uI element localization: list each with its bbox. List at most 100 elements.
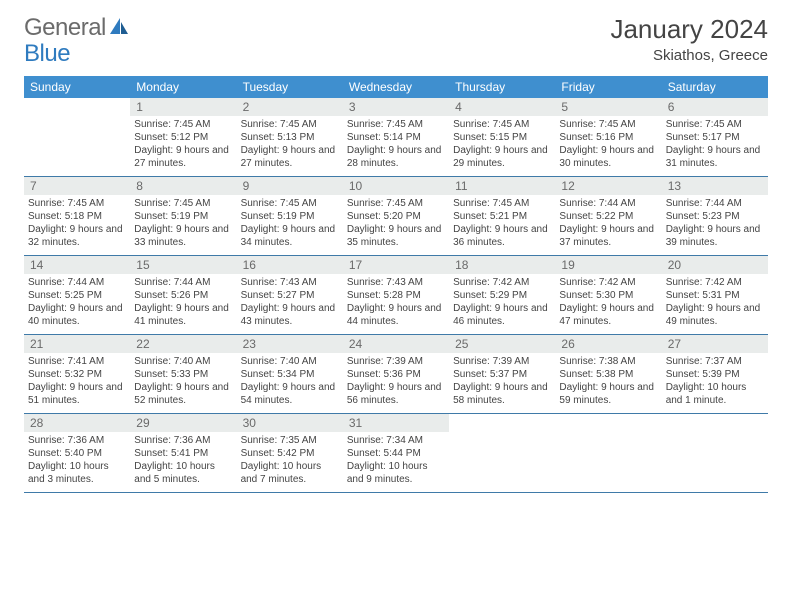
sunrise-text: Sunrise: 7:45 AM <box>241 118 339 131</box>
daylight-text: Daylight: 9 hours and 49 minutes. <box>666 302 764 328</box>
sunset-text: Sunset: 5:12 PM <box>134 131 232 144</box>
day-number: 3 <box>343 98 449 116</box>
month-title: January 2024 <box>610 14 768 45</box>
day-cell: 27Sunrise: 7:37 AMSunset: 5:39 PMDayligh… <box>662 335 768 413</box>
day-number: 30 <box>237 414 343 432</box>
day-cell <box>24 98 130 176</box>
day-cell: 14Sunrise: 7:44 AMSunset: 5:25 PMDayligh… <box>24 256 130 334</box>
day-body: Sunrise: 7:36 AMSunset: 5:41 PMDaylight:… <box>130 432 236 490</box>
day-cell: 5Sunrise: 7:45 AMSunset: 5:16 PMDaylight… <box>555 98 661 176</box>
sunrise-text: Sunrise: 7:45 AM <box>134 118 232 131</box>
day-cell: 6Sunrise: 7:45 AMSunset: 5:17 PMDaylight… <box>662 98 768 176</box>
day-number: 27 <box>662 335 768 353</box>
sunrise-text: Sunrise: 7:42 AM <box>666 276 764 289</box>
day-cell: 28Sunrise: 7:36 AMSunset: 5:40 PMDayligh… <box>24 414 130 492</box>
calendar: Sunday Monday Tuesday Wednesday Thursday… <box>24 76 768 493</box>
day-number: 20 <box>662 256 768 274</box>
daylight-text: Daylight: 10 hours and 3 minutes. <box>28 460 126 486</box>
sunset-text: Sunset: 5:26 PM <box>134 289 232 302</box>
day-cell: 24 Sunrise: 7:39 AMSunset: 5:36 PMDayligh… <box>343 335 449 413</box>
day-cell: 15Sunrise: 7:44 AMSunset: 5:26 PMDayligh… <box>130 256 236 334</box>
daylight-text: Daylight: 9 hours and 56 minutes. <box>347 381 445 407</box>
day-number: 5 <box>555 98 661 116</box>
weeks-container: 1Sunrise: 7:45 AMSunset: 5:12 PMDaylight… <box>24 98 768 493</box>
day-cell: 10Sunrise: 7:45 AMSunset: 5:20 PMDayligh… <box>343 177 449 255</box>
sunset-text: Sunset: 5:15 PM <box>453 131 551 144</box>
day-body: Sunrise: 7:45 AMSunset: 5:13 PMDaylight:… <box>237 116 343 174</box>
sunrise-text: Sunrise: 7:38 AM <box>559 355 657 368</box>
sunrise-text: Sunrise: 7:44 AM <box>666 197 764 210</box>
sunrise-text: Sunrise: 7:44 AM <box>559 197 657 210</box>
sunrise-text: Sunrise: 7:39 AM <box>347 355 445 368</box>
day-body: Sunrise: 7:42 AMSunset: 5:29 PMDaylight:… <box>449 274 555 332</box>
logo-text-general: General <box>24 14 106 42</box>
day-body: Sunrise: 7:42 AMSunset: 5:31 PMDaylight:… <box>662 274 768 332</box>
daylight-text: Daylight: 9 hours and 27 minutes. <box>241 144 339 170</box>
sunset-text: Sunset: 5:14 PM <box>347 131 445 144</box>
weekday-header: Wednesday <box>343 76 449 98</box>
day-cell: 16Sunrise: 7:43 AMSunset: 5:27 PMDayligh… <box>237 256 343 334</box>
day-cell: 21Sunrise: 7:41 AMSunset: 5:32 PMDayligh… <box>24 335 130 413</box>
daylight-text: Daylight: 9 hours and 37 minutes. <box>559 223 657 249</box>
day-cell: 17Sunrise: 7:43 AMSunset: 5:28 PMDayligh… <box>343 256 449 334</box>
weekday-header: Saturday <box>662 76 768 98</box>
day-number: 11 <box>449 177 555 195</box>
day-body: Sunrise: 7:45 AMSunset: 5:19 PMDaylight:… <box>237 195 343 253</box>
sunrise-text: Sunrise: 7:43 AM <box>241 276 339 289</box>
sunset-text: Sunset: 5:19 PM <box>134 210 232 223</box>
day-number: 15 <box>130 256 236 274</box>
sunrise-text: Sunrise: 7:45 AM <box>453 197 551 210</box>
day-cell: 3Sunrise: 7:45 AMSunset: 5:14 PMDaylight… <box>343 98 449 176</box>
day-number: 29 <box>130 414 236 432</box>
day-body: Sunrise: 7:38 AMSunset: 5:38 PMDaylight:… <box>555 353 661 411</box>
day-body: Sunrise: 7:36 AMSunset: 5:40 PMDaylight:… <box>24 432 130 490</box>
sunset-text: Sunset: 5:20 PM <box>347 210 445 223</box>
week-row: 1Sunrise: 7:45 AMSunset: 5:12 PMDaylight… <box>24 98 768 177</box>
sunrise-text: Sunrise: 7:37 AM <box>666 355 764 368</box>
title-block: January 2024 Skiathos, Greece <box>610 14 768 64</box>
day-cell: 4Sunrise: 7:45 AMSunset: 5:15 PMDaylight… <box>449 98 555 176</box>
sunset-text: Sunset: 5:18 PM <box>28 210 126 223</box>
sunrise-text: Sunrise: 7:44 AM <box>28 276 126 289</box>
day-number: 21 <box>24 335 130 353</box>
daylight-text: Daylight: 9 hours and 28 minutes. <box>347 144 445 170</box>
day-body: Sunrise: 7:42 AMSunset: 5:30 PMDaylight:… <box>555 274 661 332</box>
day-body: Sunrise: 7:44 AMSunset: 5:26 PMDaylight:… <box>130 274 236 332</box>
daylight-text: Daylight: 9 hours and 58 minutes. <box>453 381 551 407</box>
day-cell: 13Sunrise: 7:44 AMSunset: 5:23 PMDayligh… <box>662 177 768 255</box>
sunset-text: Sunset: 5:31 PM <box>666 289 764 302</box>
sunrise-text: Sunrise: 7:40 AM <box>241 355 339 368</box>
day-number: 22 <box>130 335 236 353</box>
day-cell: 2Sunrise: 7:45 AMSunset: 5:13 PMDaylight… <box>237 98 343 176</box>
day-cell: 8Sunrise: 7:45 AMSunset: 5:19 PMDaylight… <box>130 177 236 255</box>
day-number: 7 <box>24 177 130 195</box>
day-body: Sunrise: 7:34 AMSunset: 5:44 PMDaylight:… <box>343 432 449 490</box>
sunrise-text: Sunrise: 7:42 AM <box>559 276 657 289</box>
sunrise-text: Sunrise: 7:45 AM <box>347 197 445 210</box>
day-body: Sunrise: 7:39 AMSunset: 5:37 PMDaylight:… <box>449 353 555 411</box>
day-body: Sunrise: 7:35 AMSunset: 5:42 PMDaylight:… <box>237 432 343 490</box>
sunset-text: Sunset: 5:44 PM <box>347 447 445 460</box>
sunrise-text: Sunrise: 7:45 AM <box>28 197 126 210</box>
daylight-text: Daylight: 9 hours and 44 minutes. <box>347 302 445 328</box>
sunset-text: Sunset: 5:36 PM <box>347 368 445 381</box>
day-body: Sunrise: 7:45 AMSunset: 5:15 PMDaylight:… <box>449 116 555 174</box>
sunrise-text: Sunrise: 7:45 AM <box>666 118 764 131</box>
sunset-text: Sunset: 5:16 PM <box>559 131 657 144</box>
day-cell: 12Sunrise: 7:44 AMSunset: 5:22 PMDayligh… <box>555 177 661 255</box>
sunset-text: Sunset: 5:23 PM <box>666 210 764 223</box>
day-cell: 23Sunrise: 7:40 AMSunset: 5:34 PMDayligh… <box>237 335 343 413</box>
day-number <box>449 414 555 432</box>
daylight-text: Daylight: 9 hours and 36 minutes. <box>453 223 551 249</box>
day-body: Sunrise: 7:45 AMSunset: 5:18 PMDaylight:… <box>24 195 130 253</box>
day-cell <box>449 414 555 492</box>
daylight-text: Daylight: 9 hours and 27 minutes. <box>134 144 232 170</box>
day-number: 25 <box>449 335 555 353</box>
day-number: 2 <box>237 98 343 116</box>
day-number: 24 <box>343 335 449 353</box>
daylight-text: Daylight: 9 hours and 43 minutes. <box>241 302 339 328</box>
day-body: Sunrise: 7:45 AMSunset: 5:17 PMDaylight:… <box>662 116 768 174</box>
day-number: 18 <box>449 256 555 274</box>
sunrise-text: Sunrise: 7:34 AM <box>347 434 445 447</box>
weekday-header: Thursday <box>449 76 555 98</box>
